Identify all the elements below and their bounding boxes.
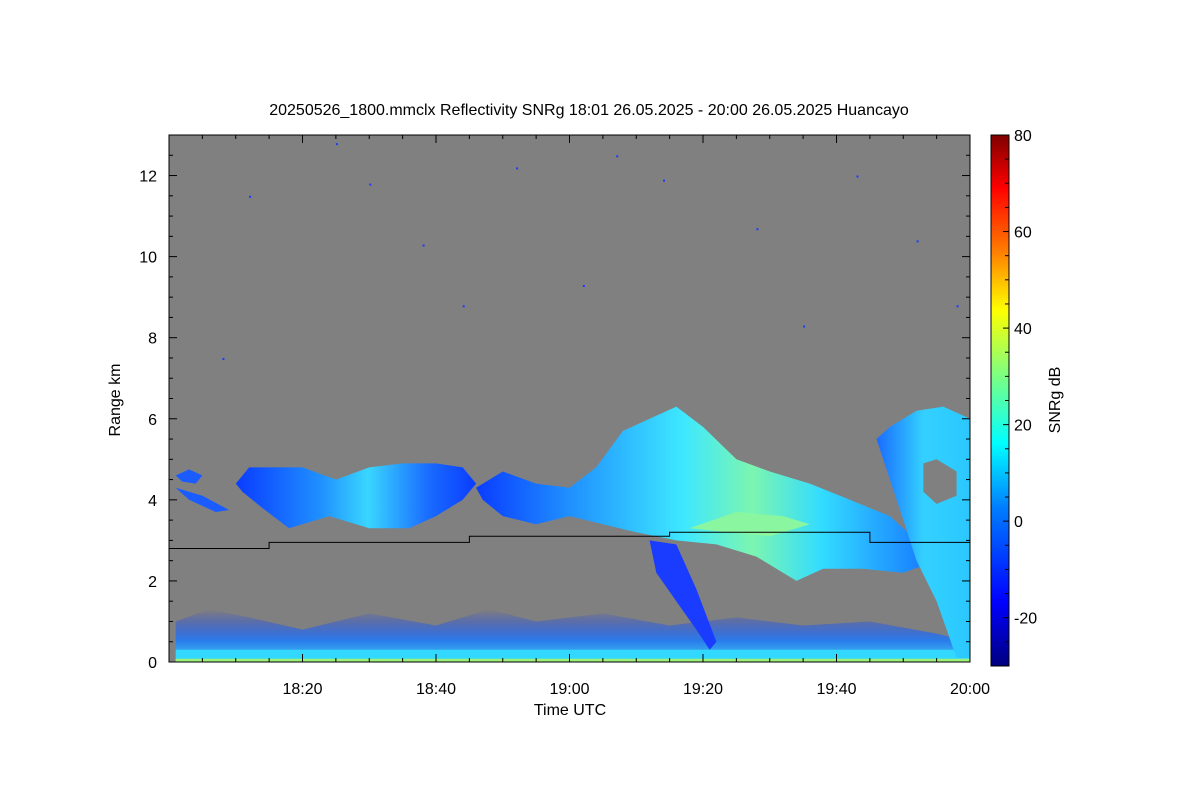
x-tick-label: 18:20: [282, 681, 322, 698]
noise-pixel: [663, 179, 665, 182]
noise-pixel: [956, 305, 959, 308]
y-axis-label: Range km: [107, 364, 124, 437]
colorbar-tick-label: 20: [1014, 418, 1032, 435]
colorbar-tick-label: 40: [1014, 321, 1032, 338]
axis-ticks: 18:20 18:40 19:00 19:20 19:40 20:00 0 2 4 6 8 10 12: [139, 135, 990, 698]
deep-cloud-gap: [923, 459, 957, 504]
noise-pixel: [582, 285, 585, 287]
y-tick-label: 4: [148, 493, 157, 510]
main-cloud: [476, 406, 937, 581]
x-tick-label: 19:20: [683, 681, 723, 698]
colorbar-label: SNRg dB: [1047, 367, 1064, 434]
noise-pixel: [756, 228, 759, 231]
noise-pixel: [422, 244, 425, 247]
chart-title: 20250526_1800.mmclx Reflectivity SNRg 18…: [269, 102, 909, 119]
plot-area: [169, 135, 970, 662]
heatmap-layer: [175, 143, 970, 662]
noise-pixel: [222, 358, 225, 360]
colorbar-tick-label: -20: [1014, 611, 1037, 628]
noise-pixel: [335, 143, 338, 146]
noise-pixel: [616, 155, 619, 158]
cloud-patch-early-2: [175, 487, 230, 512]
y-tick-label: 8: [148, 331, 157, 348]
y-tick-label: 6: [148, 412, 157, 429]
noise-pixel: [856, 175, 859, 178]
threshold-line: [169, 531, 970, 549]
y-tick-label: 10: [139, 250, 157, 267]
noise-pixel: [516, 167, 519, 170]
noise-pixel: [369, 183, 372, 186]
cloud-patch-early: [175, 469, 203, 484]
colorbar-ticks: -20 0 20 40 60 80: [1003, 128, 1037, 667]
colorbar-tick-label: 80: [1014, 128, 1032, 145]
colorbar-tick-label: 0: [1014, 514, 1023, 531]
y-tick-label: 2: [148, 574, 157, 591]
y-tick-label: 12: [139, 169, 157, 186]
colorbar-tick-label: 60: [1014, 225, 1032, 242]
mid-level-cloud: [235, 463, 477, 529]
precipitation-fall-streak: [649, 540, 717, 650]
noise-pixel: [462, 305, 465, 308]
x-tick-label: 18:40: [416, 681, 456, 698]
boundary-layer-clutter: [175, 609, 970, 662]
x-tick-label: 20:00: [950, 681, 990, 698]
y-tick-label: 0: [148, 655, 157, 672]
noise-pixel: [249, 195, 252, 198]
x-tick-label: 19:40: [816, 681, 856, 698]
x-tick-label: 19:00: [549, 681, 589, 698]
main-cloud-core: [689, 512, 810, 537]
noise-pixel: [916, 240, 919, 243]
noise-pixel: [803, 325, 806, 328]
x-axis-label: Time UTC: [534, 702, 606, 719]
surface-echo-strong: [175, 658, 970, 662]
